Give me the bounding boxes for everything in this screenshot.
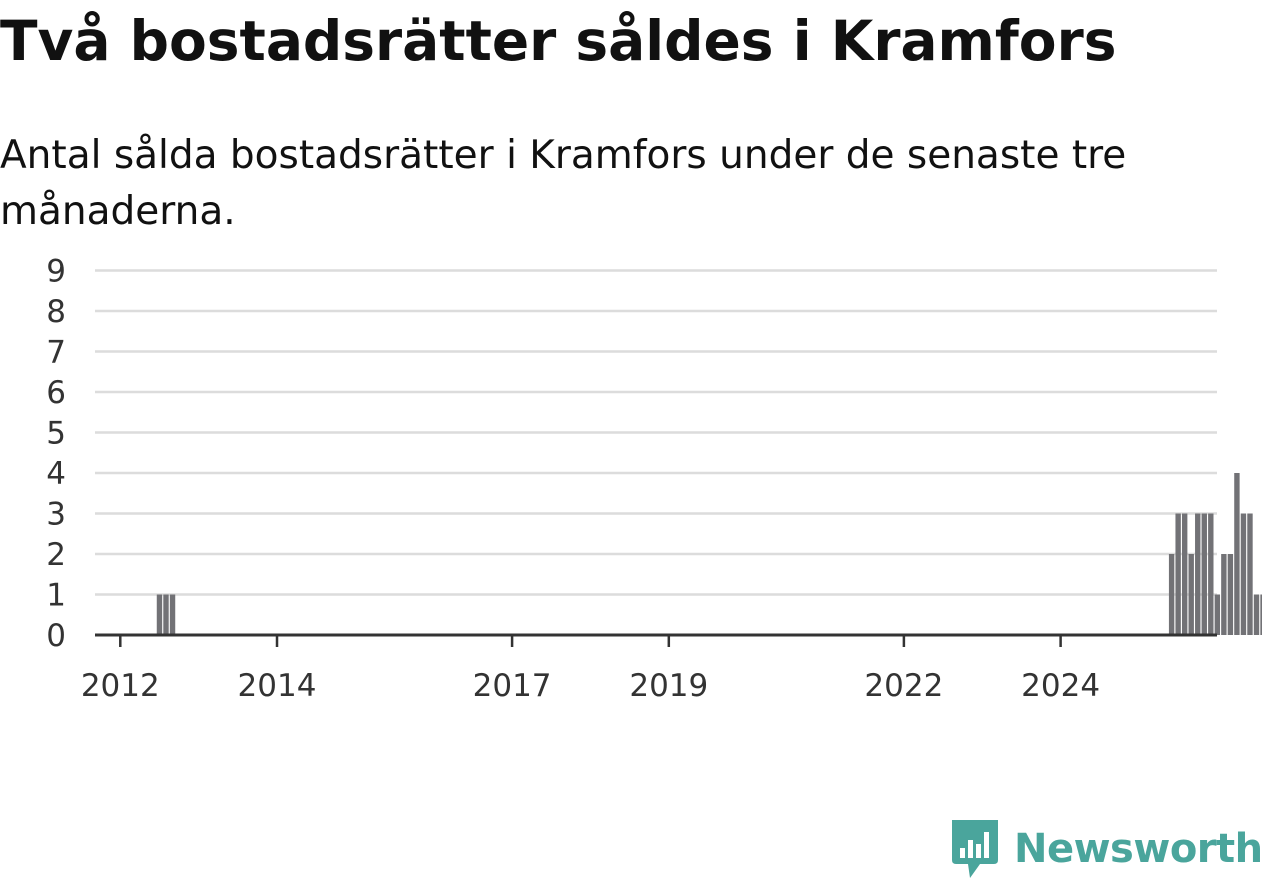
bar <box>1240 513 1247 635</box>
newsworthy-logo: Newsworthy <box>950 818 1262 880</box>
x-tick-label: 2019 <box>629 668 708 704</box>
y-tick-label: 8 <box>46 294 66 330</box>
x-tick-label: 2014 <box>238 668 317 704</box>
chart-title: Två bostadsrätter såldes i Kramfors <box>0 9 1117 73</box>
x-tick-label: 2012 <box>81 668 160 704</box>
labels: 01234567892012201420172019202220242 <box>46 254 1100 705</box>
x-tick-label: 2024 <box>1021 668 1100 704</box>
bar <box>1234 473 1240 635</box>
bar <box>1195 513 1201 635</box>
x-tick-label: 2022 <box>864 668 943 704</box>
x-tick-label: 2017 <box>473 668 552 704</box>
bar <box>169 594 176 635</box>
axes <box>95 633 1217 647</box>
bar <box>1227 554 1234 635</box>
bar <box>163 594 169 635</box>
bar <box>1181 513 1188 635</box>
bar <box>1188 554 1194 635</box>
bar <box>1168 554 1175 635</box>
gridlines <box>95 269 1217 596</box>
y-tick-label: 4 <box>46 456 66 492</box>
bar <box>1260 594 1262 635</box>
bar <box>156 594 163 635</box>
y-tick-label: 5 <box>46 416 66 452</box>
y-tick-label: 6 <box>46 375 66 411</box>
y-tick-label: 9 <box>46 254 66 290</box>
y-tick-label: 1 <box>46 578 66 614</box>
bars <box>156 473 1262 635</box>
y-tick-label: 3 <box>46 497 66 533</box>
bar <box>1221 554 1227 635</box>
y-tick-label: 2 <box>46 537 66 573</box>
newsworthy-logo-icon <box>952 820 998 878</box>
bar <box>1175 513 1181 635</box>
bar <box>1247 513 1253 635</box>
chart-subtitle: Antal sålda bostadsrätter i Kramfors und… <box>0 133 1127 234</box>
bar <box>1208 513 1214 635</box>
bar <box>1201 513 1207 635</box>
bar-chart: 01234567892012201420172019202220242 <box>46 254 1262 705</box>
newsworthy-logo-text: Newsworthy <box>1014 826 1262 872</box>
bar <box>1214 594 1221 635</box>
bar <box>1253 594 1260 635</box>
y-tick-label: 0 <box>46 618 66 654</box>
y-tick-label: 7 <box>46 335 66 371</box>
